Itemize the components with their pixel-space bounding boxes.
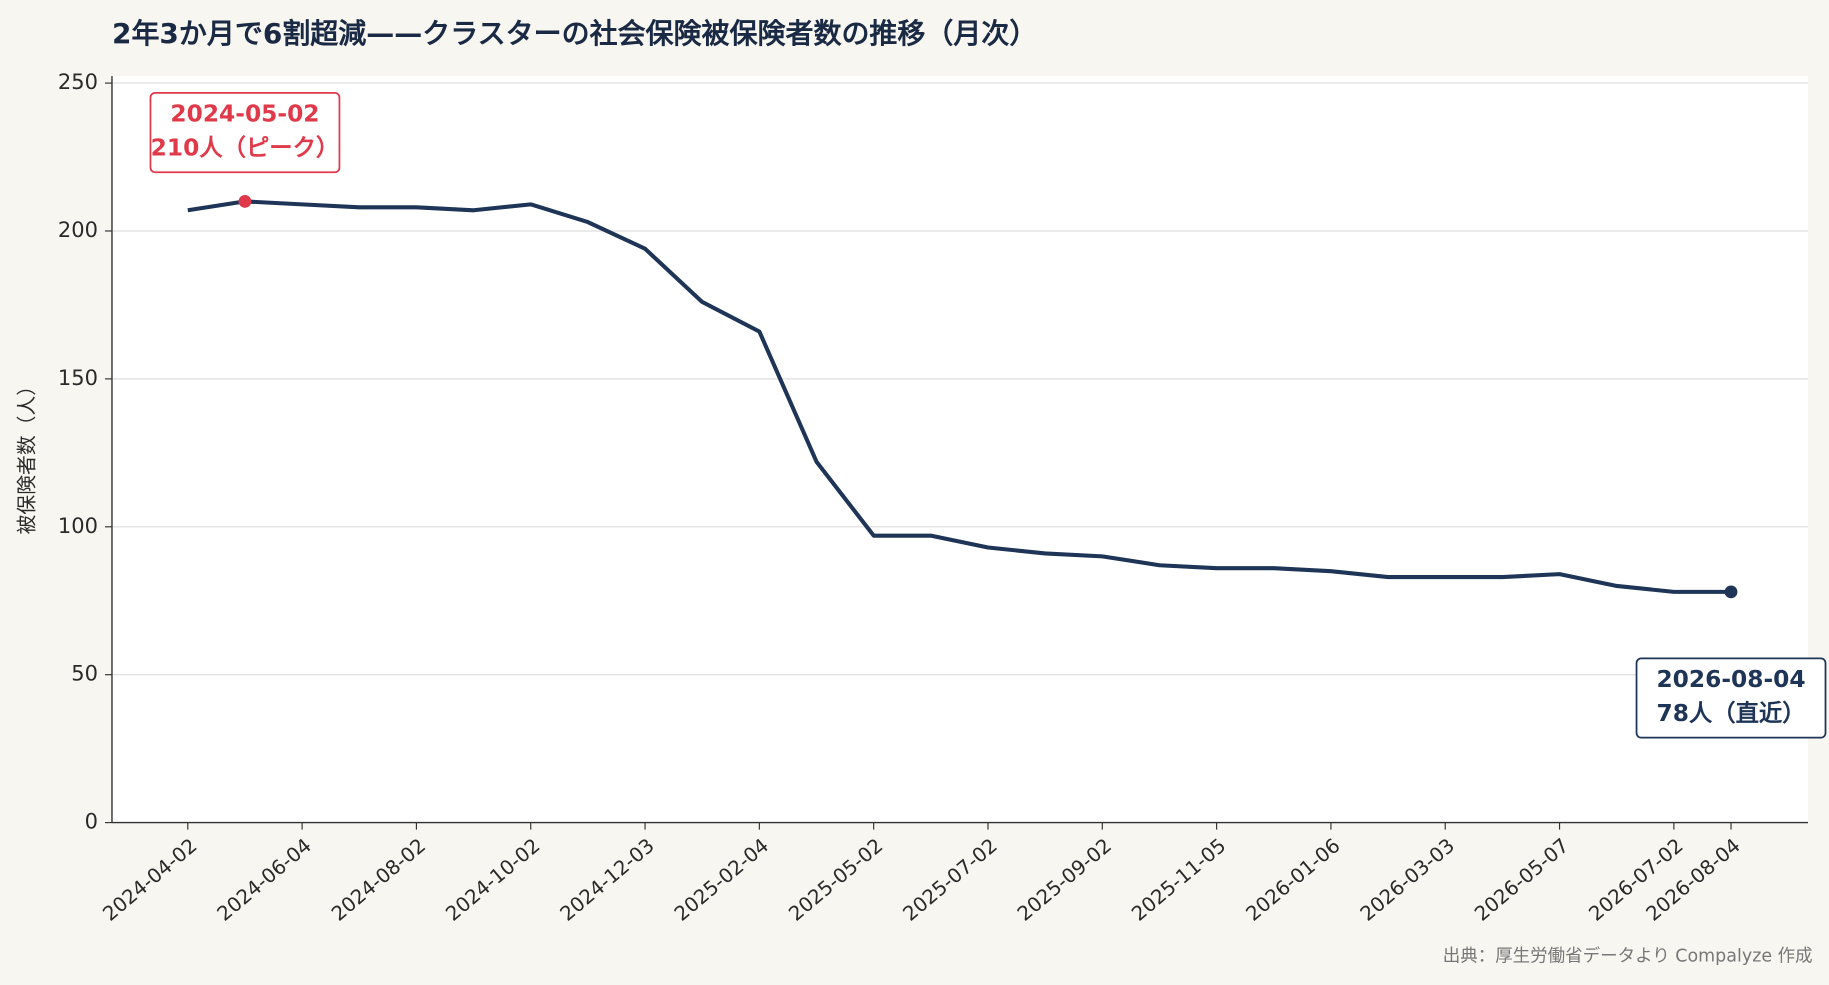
annotation-text: 78人（直近） — [1657, 700, 1806, 727]
annotation-box — [1635, 657, 1827, 739]
annotation-text: 2026-08-04 — [1656, 666, 1805, 693]
annotation-box — [149, 92, 341, 174]
highlight-point — [1724, 585, 1738, 599]
y-tick-label: 0 — [85, 810, 98, 834]
y-tick-label: 100 — [58, 514, 98, 538]
annotation-text: 210人（ピーク） — [151, 134, 340, 161]
y-axis-label: 被保険者数（人） — [15, 376, 38, 535]
chart-title: 2年3か月で6割超減——クラスターの社会保険被保険者数の推移（月次） — [112, 17, 1037, 50]
annotation-text: 2024-05-02 — [170, 101, 319, 128]
y-tick-label: 50 — [71, 662, 98, 686]
series-line — [187, 199, 1732, 594]
y-tick-label: 150 — [58, 366, 98, 390]
plot-area — [111, 76, 1809, 823]
y-tick-label: 250 — [58, 70, 98, 94]
highlight-point — [238, 194, 252, 208]
source-note: 出典：厚生労働省データより Compalyze 作成 — [1443, 946, 1813, 967]
y-tick-label: 200 — [58, 218, 98, 242]
